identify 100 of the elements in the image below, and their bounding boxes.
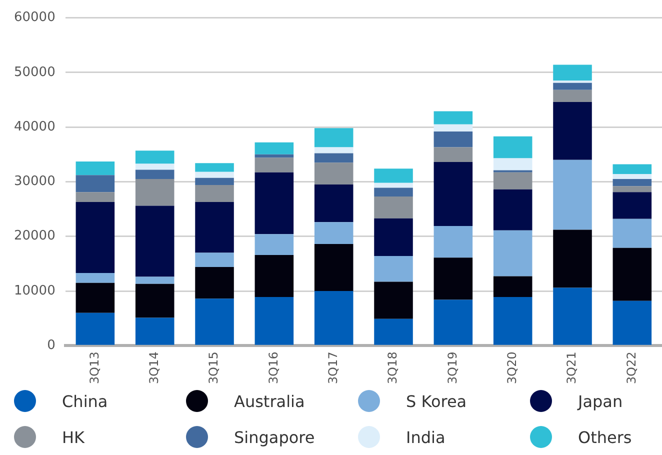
bar bbox=[612, 186, 652, 192]
legend-label: Japan bbox=[578, 392, 623, 410]
bar bbox=[76, 175, 115, 192]
bar bbox=[314, 291, 354, 345]
bar bbox=[434, 162, 473, 226]
bar bbox=[195, 202, 234, 253]
bar bbox=[553, 230, 592, 288]
x-tick-label: 3Q18 bbox=[386, 352, 400, 384]
bar bbox=[76, 282, 115, 313]
x-tick-label: 3Q20 bbox=[504, 352, 519, 384]
bar bbox=[314, 153, 354, 163]
x-tick-label: 3Q19 bbox=[445, 352, 460, 384]
bar bbox=[612, 178, 652, 186]
bar bbox=[254, 172, 294, 234]
bar bbox=[76, 192, 115, 202]
y-tick-label: 10000 bbox=[14, 283, 56, 298]
legend-label: Singapore bbox=[234, 428, 315, 446]
bar bbox=[434, 226, 473, 258]
bar bbox=[612, 192, 652, 219]
bar bbox=[493, 297, 532, 345]
y-tick-label: 0 bbox=[47, 338, 56, 354]
y-tick-label: 40000 bbox=[14, 119, 56, 134]
bar bbox=[493, 230, 532, 276]
bar bbox=[374, 282, 413, 319]
bar bbox=[314, 184, 354, 222]
bar bbox=[434, 258, 473, 300]
legend-label: China bbox=[62, 392, 108, 410]
bar bbox=[553, 160, 592, 230]
bar bbox=[135, 318, 174, 345]
bar bbox=[135, 178, 174, 206]
x-tick-label: 3Q16 bbox=[266, 352, 280, 384]
bar bbox=[76, 272, 115, 283]
y-tick-label: 50000 bbox=[14, 64, 56, 80]
bar bbox=[553, 288, 592, 345]
x-tick-label: 3Q17 bbox=[326, 352, 340, 384]
bar bbox=[135, 164, 174, 170]
bar bbox=[76, 162, 115, 176]
bar bbox=[493, 158, 532, 170]
bar bbox=[612, 164, 652, 174]
bar bbox=[76, 312, 115, 345]
bar bbox=[553, 82, 592, 90]
bar bbox=[374, 256, 413, 282]
bar bbox=[135, 170, 174, 179]
bar bbox=[195, 252, 234, 267]
bar bbox=[553, 102, 592, 160]
bar bbox=[254, 158, 294, 172]
bar bbox=[434, 131, 473, 148]
bar bbox=[374, 318, 413, 345]
bar bbox=[195, 266, 234, 299]
legend-label: Australia bbox=[234, 392, 305, 410]
x-tick-label: 3Q22 bbox=[624, 352, 638, 384]
bar bbox=[612, 218, 652, 248]
x-tick-label: 3Q13 bbox=[87, 352, 102, 384]
bar bbox=[374, 188, 413, 196]
bar bbox=[254, 234, 294, 255]
y-tick-label: 60000 bbox=[14, 10, 56, 26]
bar bbox=[374, 218, 413, 256]
bar bbox=[612, 174, 652, 179]
bar bbox=[135, 206, 174, 277]
bar bbox=[314, 244, 354, 292]
bar bbox=[553, 90, 592, 102]
bar bbox=[493, 136, 532, 158]
bar bbox=[434, 300, 473, 345]
bar bbox=[374, 182, 413, 188]
bar bbox=[254, 297, 294, 345]
legend-label: India bbox=[406, 428, 446, 446]
y-tick-label: 30000 bbox=[14, 174, 56, 190]
bar bbox=[135, 276, 174, 284]
bar bbox=[493, 189, 532, 230]
bar bbox=[195, 172, 234, 178]
bar bbox=[493, 276, 532, 298]
bar bbox=[195, 185, 234, 202]
legend-label: S Korea bbox=[406, 392, 467, 410]
legend-label: Others bbox=[578, 428, 632, 446]
bar bbox=[254, 142, 294, 154]
bar bbox=[434, 111, 473, 124]
bar bbox=[314, 128, 354, 148]
bar bbox=[612, 300, 652, 345]
bar bbox=[434, 147, 473, 162]
bar bbox=[493, 172, 532, 190]
y-tick-label: 20000 bbox=[14, 228, 56, 244]
legend-label: HK bbox=[62, 428, 85, 446]
bar bbox=[374, 168, 413, 183]
bar bbox=[314, 162, 354, 184]
bar bbox=[254, 254, 294, 298]
bar bbox=[374, 196, 413, 218]
bar bbox=[553, 64, 592, 81]
x-tick-label: 3Q14 bbox=[146, 352, 161, 384]
x-tick-label: 3Q21 bbox=[564, 352, 579, 384]
bar bbox=[434, 124, 473, 132]
bar bbox=[195, 298, 234, 345]
bar bbox=[254, 154, 294, 158]
x-tick-label: 3Q15 bbox=[206, 352, 221, 384]
bar bbox=[76, 202, 115, 273]
bar bbox=[612, 248, 652, 301]
bar bbox=[195, 178, 234, 186]
bar bbox=[314, 222, 354, 244]
bar bbox=[195, 163, 234, 172]
bar bbox=[135, 284, 174, 318]
bar bbox=[135, 150, 174, 164]
